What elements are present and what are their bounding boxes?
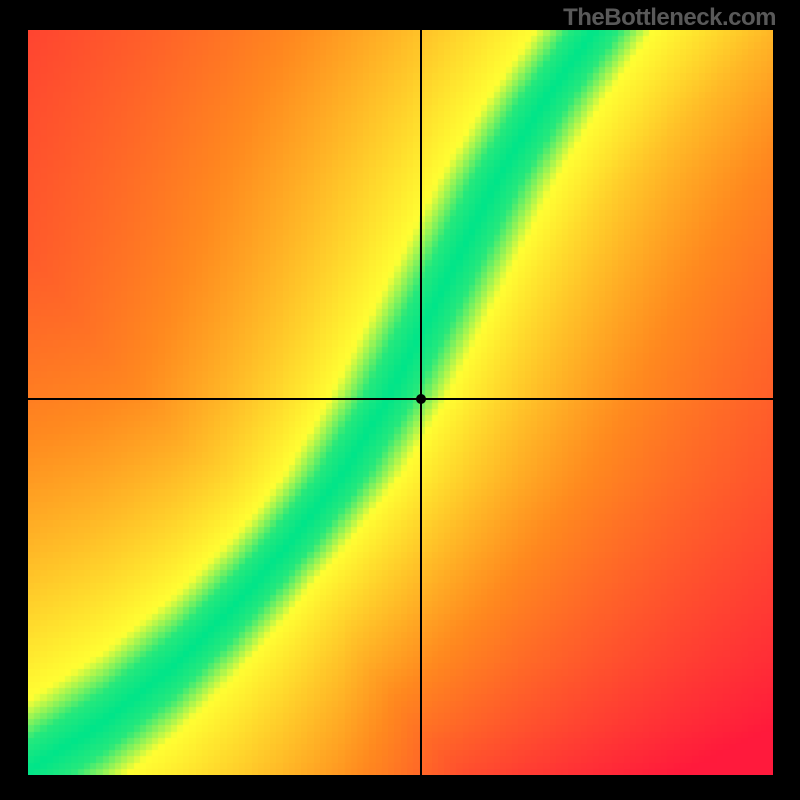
crosshair-horizontal [28, 398, 773, 400]
chart-root: { "watermark": { "text": "TheBottleneck.… [0, 0, 800, 800]
selection-marker [416, 394, 426, 404]
bottleneck-heatmap-canvas [28, 30, 773, 775]
watermark-text: TheBottleneck.com [563, 4, 776, 32]
